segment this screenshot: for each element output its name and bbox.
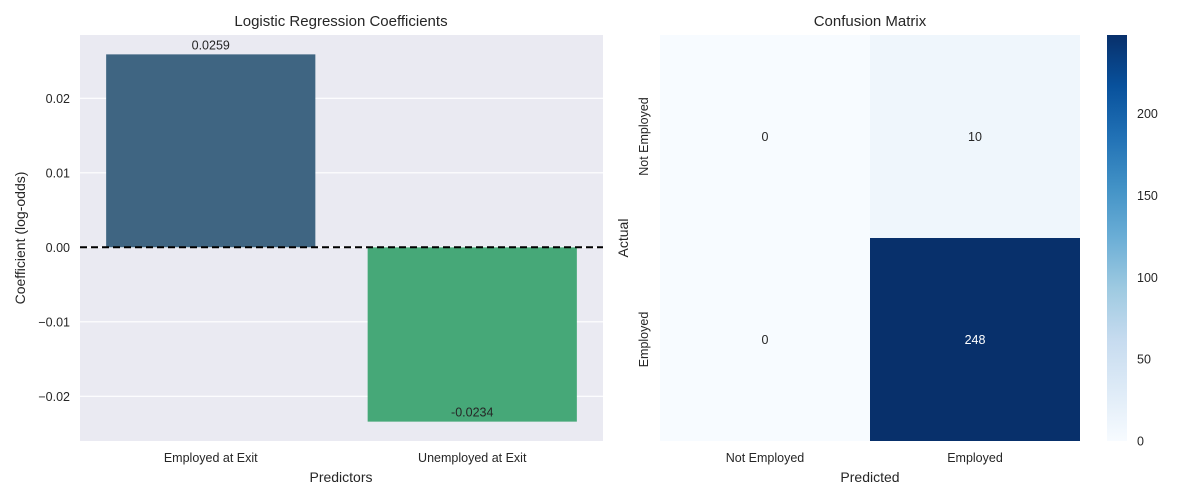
heatmap-y-axis-label: Actual [615,219,631,258]
heatmap-cells: 0 10 0 248 [660,35,1080,441]
bar-y-tick-label: 0.01 [46,166,70,180]
heatmap-x-axis-label: Predicted [840,469,899,485]
bar-series [106,54,577,422]
heatmap-cell-label: 0 [762,130,769,144]
bar-chart-title: Logistic Regression Coefficients [234,13,447,30]
bar [106,54,316,248]
colorbar-tick-label: 200 [1137,107,1158,121]
heatmap-y-tick-labels: Not Employed Employed [637,97,651,367]
heatmap-cell [870,238,1080,441]
colorbar-tick-label: 100 [1137,271,1158,285]
heatmap-y-tick-label: Employed [637,312,651,368]
colorbar-tick-label: 0 [1137,435,1144,449]
heatmap-cell-label: 248 [965,333,986,347]
bar-x-tick-label: Unemployed at Exit [418,451,527,465]
heatmap-x-tick-label: Not Employed [726,451,805,465]
bar [367,247,577,422]
bar-value-labels: 0.0259 -0.0234 [192,38,494,419]
coefficients-chart: −0.02 −0.01 0.00 0.01 0.02 Employed at Exit U… [12,13,603,485]
bar-x-tick-label: Employed at Exit [164,451,258,465]
colorbar-tick-label: 50 [1137,353,1151,367]
heatmap-x-tick-label: Employed [947,451,1003,465]
colorbar-tick-label: 150 [1137,189,1158,203]
bar-y-tick-label: 0.00 [46,241,70,255]
heatmap-title: Confusion Matrix [814,13,927,30]
heatmap-cell [660,238,870,441]
bar-y-tick-label: −0.02 [38,390,70,404]
bar-y-tick-label: −0.01 [38,315,70,329]
bar-value-label: -0.0234 [451,406,493,420]
heatmap-cell [660,35,870,238]
heatmap-x-tick-labels: Not Employed Employed [726,451,1003,465]
heatmap-y-tick-label: Not Employed [637,97,651,176]
bar-value-label: 0.0259 [192,38,230,52]
colorbar [1107,35,1127,441]
bar-y-tick-labels: −0.02 −0.01 0.00 0.01 0.02 [38,92,70,404]
heatmap-cell-label: 0 [762,333,769,347]
bar-y-axis-label: Coefficient (log-odds) [12,172,28,305]
heatmap-cell-label: 10 [968,130,982,144]
bar-x-axis-label: Predictors [309,469,372,485]
heatmap-cell [870,35,1080,238]
bar-y-tick-label: 0.02 [46,92,70,106]
colorbar-tick-labels: 0 50 100 150 200 [1137,107,1158,448]
bar-x-tick-labels: Employed at Exit Unemployed at Exit [164,451,527,465]
confusion-matrix-chart: 0 100 248 Not Employed Employed Not Employe… [615,13,1158,485]
